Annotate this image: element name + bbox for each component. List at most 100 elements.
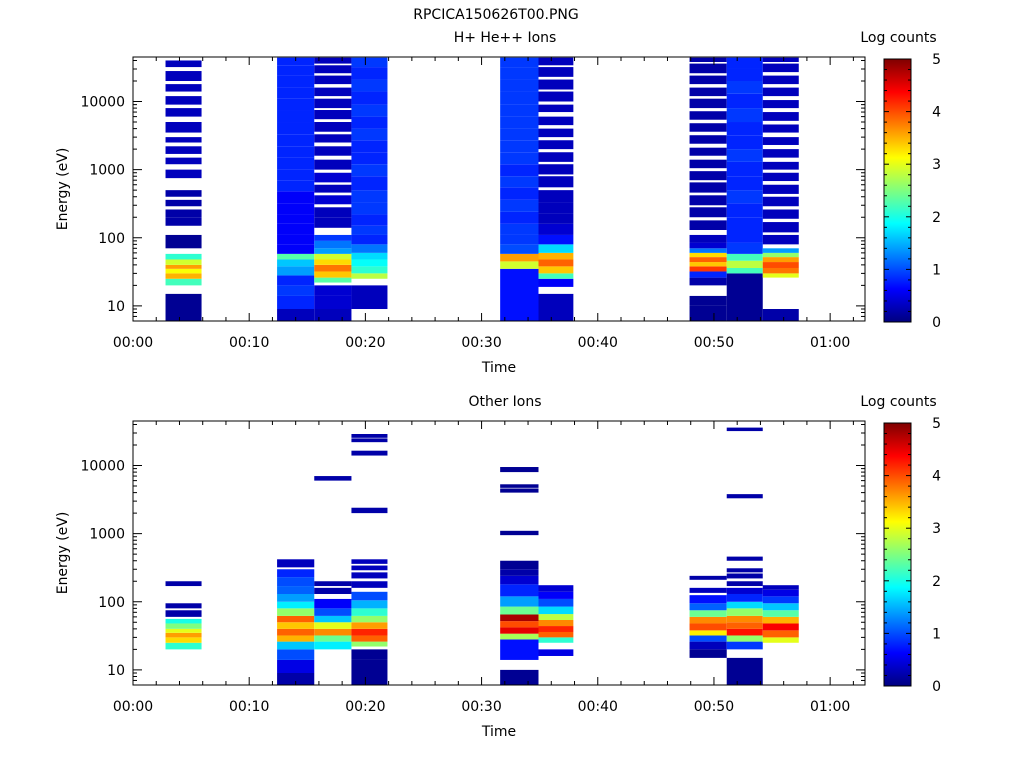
heatmap-cell: [277, 266, 315, 276]
x-tick-label: 00:40: [578, 699, 618, 715]
heatmap-cell: [351, 285, 388, 310]
heatmap-cell: [762, 75, 799, 85]
heatmap-cell: [538, 91, 574, 102]
heatmap-cell: [351, 628, 388, 636]
heatmap-cell: [351, 507, 388, 514]
y-axis: 10 100 1000 10000 Energy (eV): [55, 423, 865, 686]
heatmap-cell: [351, 152, 388, 165]
heatmap-cell: [351, 565, 388, 571]
heatmap-cell: [762, 267, 799, 274]
heatmap-cell: [538, 614, 574, 620]
heatmap-cell: [500, 488, 539, 493]
heatmap-cell: [314, 253, 352, 260]
heatmap-cell: [165, 84, 202, 92]
heatmap-cell: [351, 608, 388, 616]
x-tick-label: 00:10: [229, 699, 269, 715]
heatmap-cell: [538, 116, 574, 126]
heatmap-cell: [500, 268, 539, 321]
heatmap-cell: [726, 176, 763, 191]
heatmap-cell: [277, 253, 315, 260]
heatmap-cell: [726, 641, 763, 650]
heatmap-cell: [277, 659, 315, 673]
heatmap-cell: [165, 157, 202, 165]
heatmap-cell: [689, 248, 727, 253]
heatmap-cell: [277, 622, 315, 629]
heatmap-cell: [538, 128, 574, 138]
heatmap-cell: [538, 213, 574, 224]
heatmap-cell: [689, 195, 727, 206]
heatmap-cell: [351, 591, 388, 601]
heatmap-cell: [689, 75, 727, 85]
heatmap-cell: [762, 234, 799, 245]
heatmap-cell: [351, 434, 388, 438]
heatmap-cell: [500, 584, 539, 597]
panel-title: H+ He++ Ions: [454, 30, 557, 46]
heatmap-cell: [165, 623, 202, 629]
heatmap-cell: [500, 128, 539, 141]
heatmap-cell: [314, 159, 352, 170]
heatmap-cell: [277, 309, 315, 321]
heatmap-cell: [314, 295, 352, 309]
heatmap-cell: [689, 595, 727, 604]
heatmap-cell: [762, 623, 799, 631]
heatmap-cell: [314, 217, 352, 228]
heatmap-cell: [538, 649, 574, 656]
colorbar: Log counts 0 1 2 3 4 5: [860, 394, 941, 695]
heatmap-cell: [500, 606, 539, 615]
heatmap-cell: [689, 603, 727, 611]
heatmap-cell: [726, 556, 763, 561]
heatmap-cell: [314, 309, 352, 321]
heatmap-cell: [314, 172, 352, 183]
heatmap-cell: [351, 659, 388, 673]
heatmap-cell: [165, 253, 202, 260]
colorbar: Log counts 0 1 2 3 4 5: [860, 30, 941, 331]
y-axis: 10 100 1000 10000 Energy (eV): [55, 59, 865, 322]
heatmap-cell: [762, 637, 799, 643]
heatmap-cell: [689, 234, 727, 243]
y-tick-label: 10000: [80, 459, 125, 475]
heatmap-cell: [165, 264, 202, 269]
heatmap-cell: [500, 199, 539, 212]
heatmap-cell: [726, 573, 763, 579]
heatmap-cell: [165, 96, 202, 105]
x-tick-label: 00:50: [694, 699, 734, 715]
heatmap-cell: [314, 234, 352, 241]
heatmap-cell: [726, 568, 763, 573]
heatmap-cell: [351, 649, 388, 660]
heatmap-cell: [314, 271, 352, 278]
heatmap-cell: [165, 618, 202, 624]
heatmap-cell: [277, 594, 315, 602]
heatmap-cell: [538, 244, 574, 253]
heatmap-cell: [726, 80, 763, 94]
colorbar-gradient: [884, 59, 911, 322]
heatmap-cell: [314, 277, 352, 283]
heatmap-cell: [500, 104, 539, 117]
heatmap-cell: [538, 202, 574, 214]
heatmap-cell: [538, 223, 574, 235]
heatmap-cell: [726, 587, 763, 594]
heatmap-cell: [277, 65, 315, 76]
figure-title: RPCICA150626T00.PNG: [413, 7, 578, 23]
heatmap-cell: [277, 134, 315, 147]
heatmap-cell: [689, 57, 727, 62]
heatmap-cell: [165, 632, 202, 638]
heatmap-cell: [277, 259, 315, 267]
heatmap-cell: [538, 585, 574, 592]
colorbar-tick-label: 4: [932, 469, 941, 485]
heatmap-cell: [762, 273, 799, 278]
heatmap-cell: [314, 635, 352, 642]
heatmap-cell: [500, 152, 539, 165]
heatmap-cell: [314, 207, 352, 218]
heatmap-cell: [351, 244, 388, 253]
heatmap-cell: [726, 601, 763, 609]
heatmap-cell: [165, 637, 202, 643]
heatmap-cell: [277, 244, 315, 254]
heatmap-cell: [538, 626, 574, 632]
heatmap-cell: [689, 257, 727, 263]
heatmap-cell: [277, 122, 315, 135]
heatmap-cell: [314, 581, 352, 587]
y-tick-label: 100: [98, 595, 125, 611]
heatmap-cell: [314, 240, 352, 249]
heatmap-cell: [277, 586, 315, 594]
